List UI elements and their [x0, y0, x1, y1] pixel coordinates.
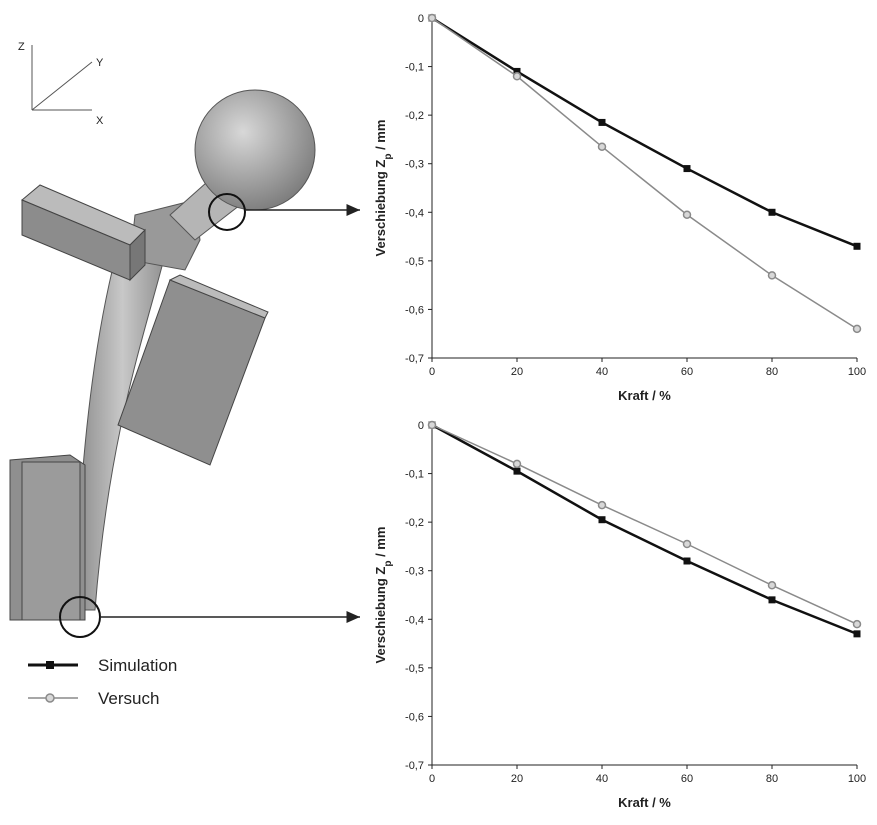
y-tick-label: -0,3 [405, 566, 424, 578]
y-tick-label: 0 [418, 13, 424, 25]
figure: Z Y X 0 -0,1 -0,2 -0,3 -0,4 -0,5 -0,6 -0,7 0 20 40… [0, 0, 877, 820]
marker [429, 15, 436, 22]
axis-letter: Y [96, 57, 104, 69]
y-tick-label: -0,4 [405, 614, 424, 626]
y-tick-label: -0,1 [405, 62, 424, 74]
y-tick-label: -0,2 [405, 110, 424, 122]
axis-letter: Z [18, 41, 25, 53]
y-tick-label: -0,3 [405, 159, 424, 171]
x-tick-label: 60 [681, 773, 693, 785]
y-tick-label: -0,5 [405, 663, 424, 675]
x-tick-label: 80 [766, 366, 778, 378]
y-axis-label-text: Verschiebung Z [373, 160, 388, 257]
x-tick-label: 20 [511, 773, 523, 785]
coordinate-icon [32, 45, 92, 110]
series-line [432, 425, 857, 624]
marker [429, 422, 436, 429]
head [195, 90, 315, 210]
marker [514, 468, 521, 475]
marker [769, 596, 776, 603]
marker [769, 209, 776, 216]
x-axis-label: Kraft / % [618, 388, 671, 403]
marker [599, 143, 606, 150]
x-tick-label: 0 [429, 773, 435, 785]
x-axis-label: Kraft / % [618, 795, 671, 810]
y-axis-label-unit: / mm [373, 120, 388, 154]
marker [684, 211, 691, 218]
y-tick-label: -0,6 [405, 711, 424, 723]
marker [769, 582, 776, 589]
illustration: Z Y X [10, 41, 360, 637]
y-axis-label-unit: / mm [373, 527, 388, 561]
x-tick-label: 60 [681, 366, 693, 378]
x-tick-label: 0 [429, 366, 435, 378]
legend-marker [46, 661, 54, 669]
marker [599, 502, 606, 509]
y-tick-label: -0,7 [405, 760, 424, 772]
marker [684, 165, 691, 172]
x-tick-label: 40 [596, 773, 608, 785]
x-tick-label: 40 [596, 366, 608, 378]
series-line [432, 425, 857, 634]
x-tick-label: 100 [848, 366, 866, 378]
series-line [432, 18, 857, 246]
marker [599, 119, 606, 126]
y-tick-label: -0,6 [405, 304, 424, 316]
marker [854, 621, 861, 628]
series-line [432, 18, 857, 329]
marker [684, 558, 691, 565]
marker [599, 516, 606, 523]
legend-label: Versuch [98, 689, 159, 708]
y-axis-label: Verschiebung Zp / mm [373, 527, 394, 664]
marker [854, 243, 861, 250]
legend-label: Simulation [98, 656, 177, 675]
marker [514, 73, 521, 80]
marker [769, 272, 776, 279]
y-tick-label: -0,2 [405, 517, 424, 529]
y-tick-label: 0 [418, 420, 424, 432]
y-tick-label: -0,5 [405, 256, 424, 268]
marker [514, 460, 521, 467]
axis-letter: X [96, 115, 104, 127]
y-tick-label: -0,7 [405, 353, 424, 365]
marker [854, 630, 861, 637]
x-tick-label: 20 [511, 366, 523, 378]
x-tick-label: 80 [766, 773, 778, 785]
y-tick-label: -0,1 [405, 469, 424, 481]
marker [854, 325, 861, 332]
y-axis-label: Verschiebung Zp / mm [373, 120, 394, 257]
marker [684, 541, 691, 548]
legend-marker [46, 694, 54, 702]
block [22, 462, 80, 620]
y-tick-label: -0,4 [405, 207, 424, 219]
y-axis-label-text: Verschiebung Z [373, 567, 388, 664]
x-tick-label: 100 [848, 773, 866, 785]
